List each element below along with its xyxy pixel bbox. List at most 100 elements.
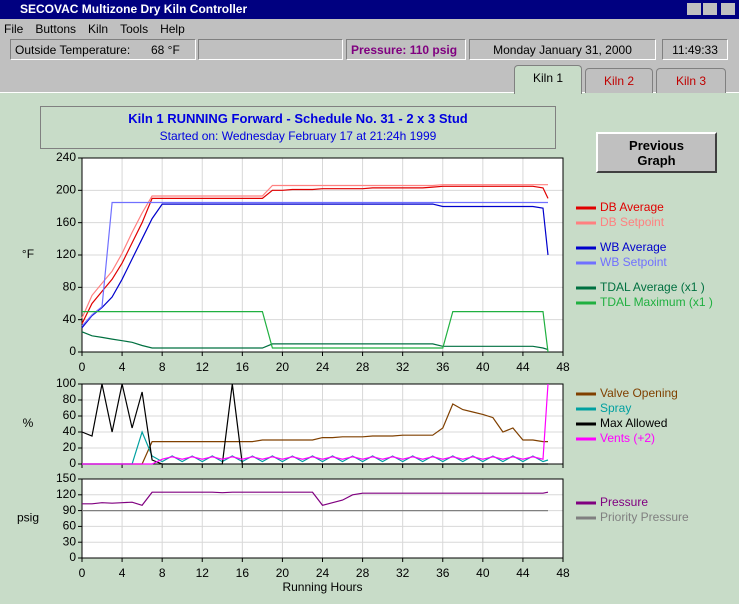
- run-header: Kiln 1 RUNNING Forward - Schedule No. 31…: [40, 106, 556, 149]
- tab[interactable]: Kiln 3: [656, 68, 726, 93]
- y-tick-label: 30: [63, 534, 77, 548]
- series-line: [81, 331, 549, 351]
- y-tick-label: 40: [63, 424, 77, 438]
- y-axis-label: °F: [22, 247, 34, 261]
- y-tick-label: 160: [56, 215, 76, 229]
- x-tick-label: 48: [556, 566, 570, 580]
- x-tick-label: 44: [516, 360, 530, 374]
- y-tick-label: 0: [69, 550, 76, 564]
- x-tick-label: 24: [316, 360, 330, 374]
- series-line: [82, 403, 548, 465]
- x-tick-label: 40: [476, 360, 490, 374]
- legend-label: Priority Pressure: [600, 510, 689, 524]
- status-empty: [198, 39, 343, 60]
- y-tick-label: 40: [63, 312, 77, 326]
- y-tick-label: 100: [56, 376, 76, 390]
- label: Outside Temperature:: [15, 43, 131, 57]
- x-tick-label: 20: [276, 360, 290, 374]
- series-line: [81, 185, 549, 324]
- menu-item[interactable]: File: [4, 22, 24, 36]
- y-tick-label: 80: [63, 392, 77, 406]
- y-tick-label: 60: [63, 408, 77, 422]
- x-tick-label: 40: [476, 566, 490, 580]
- y-tick-label: 240: [56, 150, 76, 164]
- y-tick-label: 200: [56, 183, 76, 197]
- x-tick-label: 36: [436, 360, 450, 374]
- y-tick-label: 20: [63, 440, 77, 454]
- series-line: [81, 383, 548, 465]
- x-tick-label: 48: [556, 360, 570, 374]
- maximize[interactable]: [703, 3, 717, 15]
- x-tick-label: 4: [119, 566, 126, 580]
- legend-label: Vents (+2): [600, 431, 655, 445]
- series-line: [81, 203, 549, 329]
- pressure-status: Pressure: 110 psig: [346, 39, 466, 60]
- run-title: Kiln 1 RUNNING Forward - Schedule No. 31…: [128, 111, 468, 126]
- x-tick-label: 24: [316, 566, 330, 580]
- title-bar: SECOVAC Multizone Dry Kiln Controller: [0, 0, 739, 19]
- y-tick-label: 120: [56, 487, 76, 501]
- y-tick-label: 60: [63, 519, 77, 533]
- legend-label: TDAL Maximum (x1 ): [600, 295, 713, 309]
- legend-label: Pressure: [600, 495, 648, 509]
- legend-label: WB Average: [600, 240, 667, 254]
- tab[interactable]: Kiln 1: [514, 65, 582, 94]
- x-tick-label: 32: [396, 566, 410, 580]
- menu-item[interactable]: Help: [160, 22, 185, 36]
- close[interactable]: [721, 3, 735, 15]
- tab[interactable]: Kiln 2: [585, 68, 653, 93]
- series-line: [82, 383, 549, 465]
- series-line: [82, 311, 549, 353]
- x-tick-label: 12: [196, 566, 210, 580]
- x-tick-label: 12: [196, 360, 210, 374]
- run-subtitle: Started on: Wednesday February 17 at 21:…: [159, 129, 437, 143]
- menu-item[interactable]: Buttons: [35, 22, 77, 36]
- x-tick-label: 0: [79, 566, 86, 580]
- legend-label: DB Average: [600, 200, 664, 214]
- outside-temp: Outside Temperature: 68 °F: [10, 39, 196, 60]
- x-tick-label: 28: [356, 360, 370, 374]
- x-tick-label: 8: [159, 360, 166, 374]
- x-axis-label: Running Hours: [282, 580, 362, 594]
- plot-frame: [81, 157, 564, 353]
- x-tick-label: 16: [236, 566, 250, 580]
- x-tick-label: 0: [79, 360, 86, 374]
- series-line: [81, 184, 548, 319]
- x-tick-label: 44: [516, 566, 530, 580]
- x-tick-label: 28: [356, 566, 370, 580]
- menu-item[interactable]: Tools: [120, 22, 149, 36]
- legend-label: WB Setpoint: [600, 255, 667, 269]
- menu-item[interactable]: Kiln: [88, 22, 109, 36]
- y-tick-label: 0: [69, 344, 76, 358]
- x-tick-label: 32: [396, 360, 410, 374]
- window-controls: [687, 3, 735, 15]
- date: Monday January 31, 2000: [469, 39, 656, 60]
- y-axis-label: psig: [17, 511, 39, 525]
- legend-label: Valve Opening: [600, 386, 678, 400]
- y-tick-label: 0: [69, 456, 76, 470]
- y-axis-label: %: [23, 416, 34, 430]
- series-line: [82, 491, 549, 506]
- x-tick-label: 4: [119, 360, 126, 374]
- y-tick-label: 80: [63, 280, 77, 294]
- x-tick-label: 36: [436, 566, 450, 580]
- legend-label: TDAL Average (x1 ): [600, 280, 705, 294]
- series-line: [81, 201, 548, 327]
- legend-label: DB Setpoint: [600, 215, 665, 229]
- value: 68 °F: [151, 43, 180, 57]
- legend-label: Max Allowed: [600, 416, 667, 430]
- x-tick-label: 8: [159, 566, 166, 580]
- y-tick-label: 90: [63, 503, 77, 517]
- menu-bar: File Buttons Kiln Tools Help: [4, 22, 185, 36]
- x-tick-label: 16: [236, 360, 250, 374]
- y-tick-label: 150: [56, 471, 76, 485]
- previous-graph-button[interactable]: Previous Graph: [596, 132, 717, 173]
- y-tick-label: 120: [56, 247, 76, 261]
- legend-label: Spray: [600, 401, 631, 415]
- plot-frame: [81, 478, 564, 559]
- minimize[interactable]: [687, 3, 701, 15]
- time: 11:49:33: [662, 39, 728, 60]
- x-tick-label: 20: [276, 566, 290, 580]
